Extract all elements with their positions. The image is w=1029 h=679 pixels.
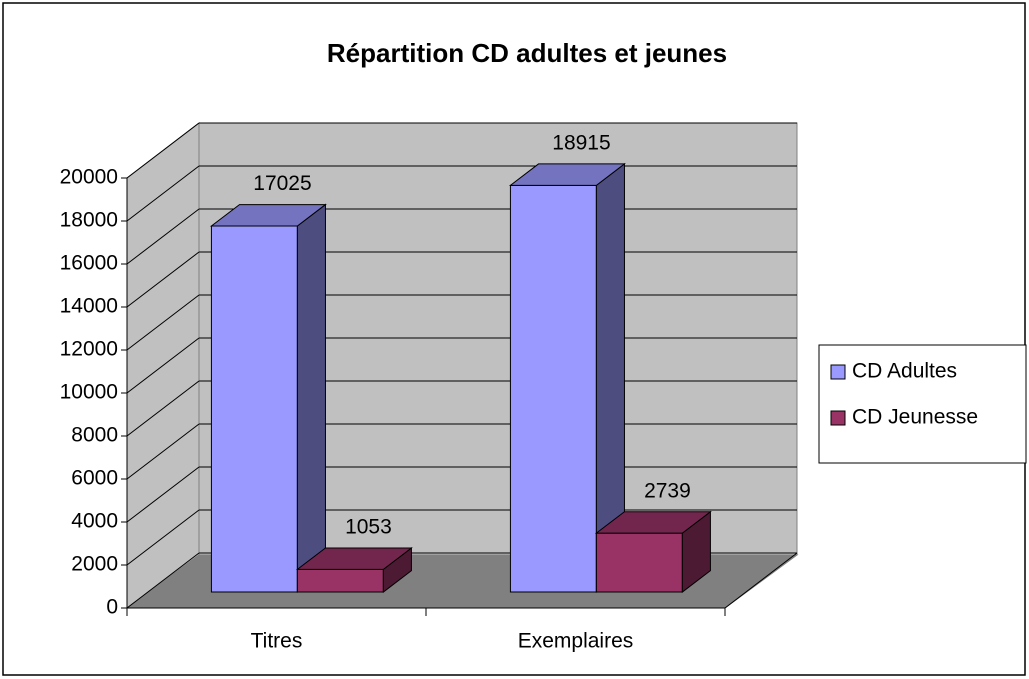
grid-line <box>126 165 200 222</box>
grid-line <box>126 552 200 609</box>
bar-top <box>594 511 712 534</box>
grid-line <box>126 122 200 179</box>
y-tick-label: 2000 <box>71 553 118 576</box>
y-tick-label: 14000 <box>60 295 118 318</box>
grid-line <box>126 423 200 480</box>
y-tick-label: 16000 <box>60 252 118 275</box>
x-tick-label: Titres <box>251 630 303 653</box>
data-label: 2739 <box>644 479 691 502</box>
grid-line <box>126 380 200 437</box>
grid-line <box>126 509 200 566</box>
bar-top <box>295 547 413 570</box>
legend-label: CD Jeunesse <box>852 406 978 429</box>
bar-front <box>509 184 597 593</box>
grid-line <box>126 294 200 351</box>
data-label: 17025 <box>253 172 311 195</box>
grid-line <box>126 251 200 308</box>
y-tick-label: 12000 <box>60 338 118 361</box>
chart-title: Répartition CD adultes et jeunes <box>327 38 727 68</box>
grid-line <box>126 208 200 265</box>
y-tick-label: 6000 <box>71 467 118 490</box>
legend <box>818 344 1027 464</box>
legend-label: CD Adultes <box>852 360 957 383</box>
y-tick-label: 20000 <box>60 166 118 189</box>
bar-front <box>595 532 683 593</box>
y-tick-label: 8000 <box>71 424 118 447</box>
bar-top <box>209 204 327 227</box>
grid-line <box>126 337 200 394</box>
bar-top <box>508 163 626 186</box>
y-tick-label: 0 <box>106 596 118 619</box>
bar-front <box>210 225 298 593</box>
y-tick-label: 10000 <box>60 381 118 404</box>
grid-line <box>126 466 200 523</box>
legend-swatch <box>830 410 846 426</box>
x-tick-label: Exemplaires <box>518 630 634 653</box>
x-axis-depth <box>724 552 798 609</box>
bar-front <box>296 568 384 593</box>
data-label: 1053 <box>345 516 392 539</box>
y-tick-label: 18000 <box>60 209 118 232</box>
data-label: 18915 <box>552 131 610 154</box>
legend-swatch <box>830 364 846 380</box>
y-tick-label: 4000 <box>71 510 118 533</box>
bar-side <box>296 203 326 594</box>
